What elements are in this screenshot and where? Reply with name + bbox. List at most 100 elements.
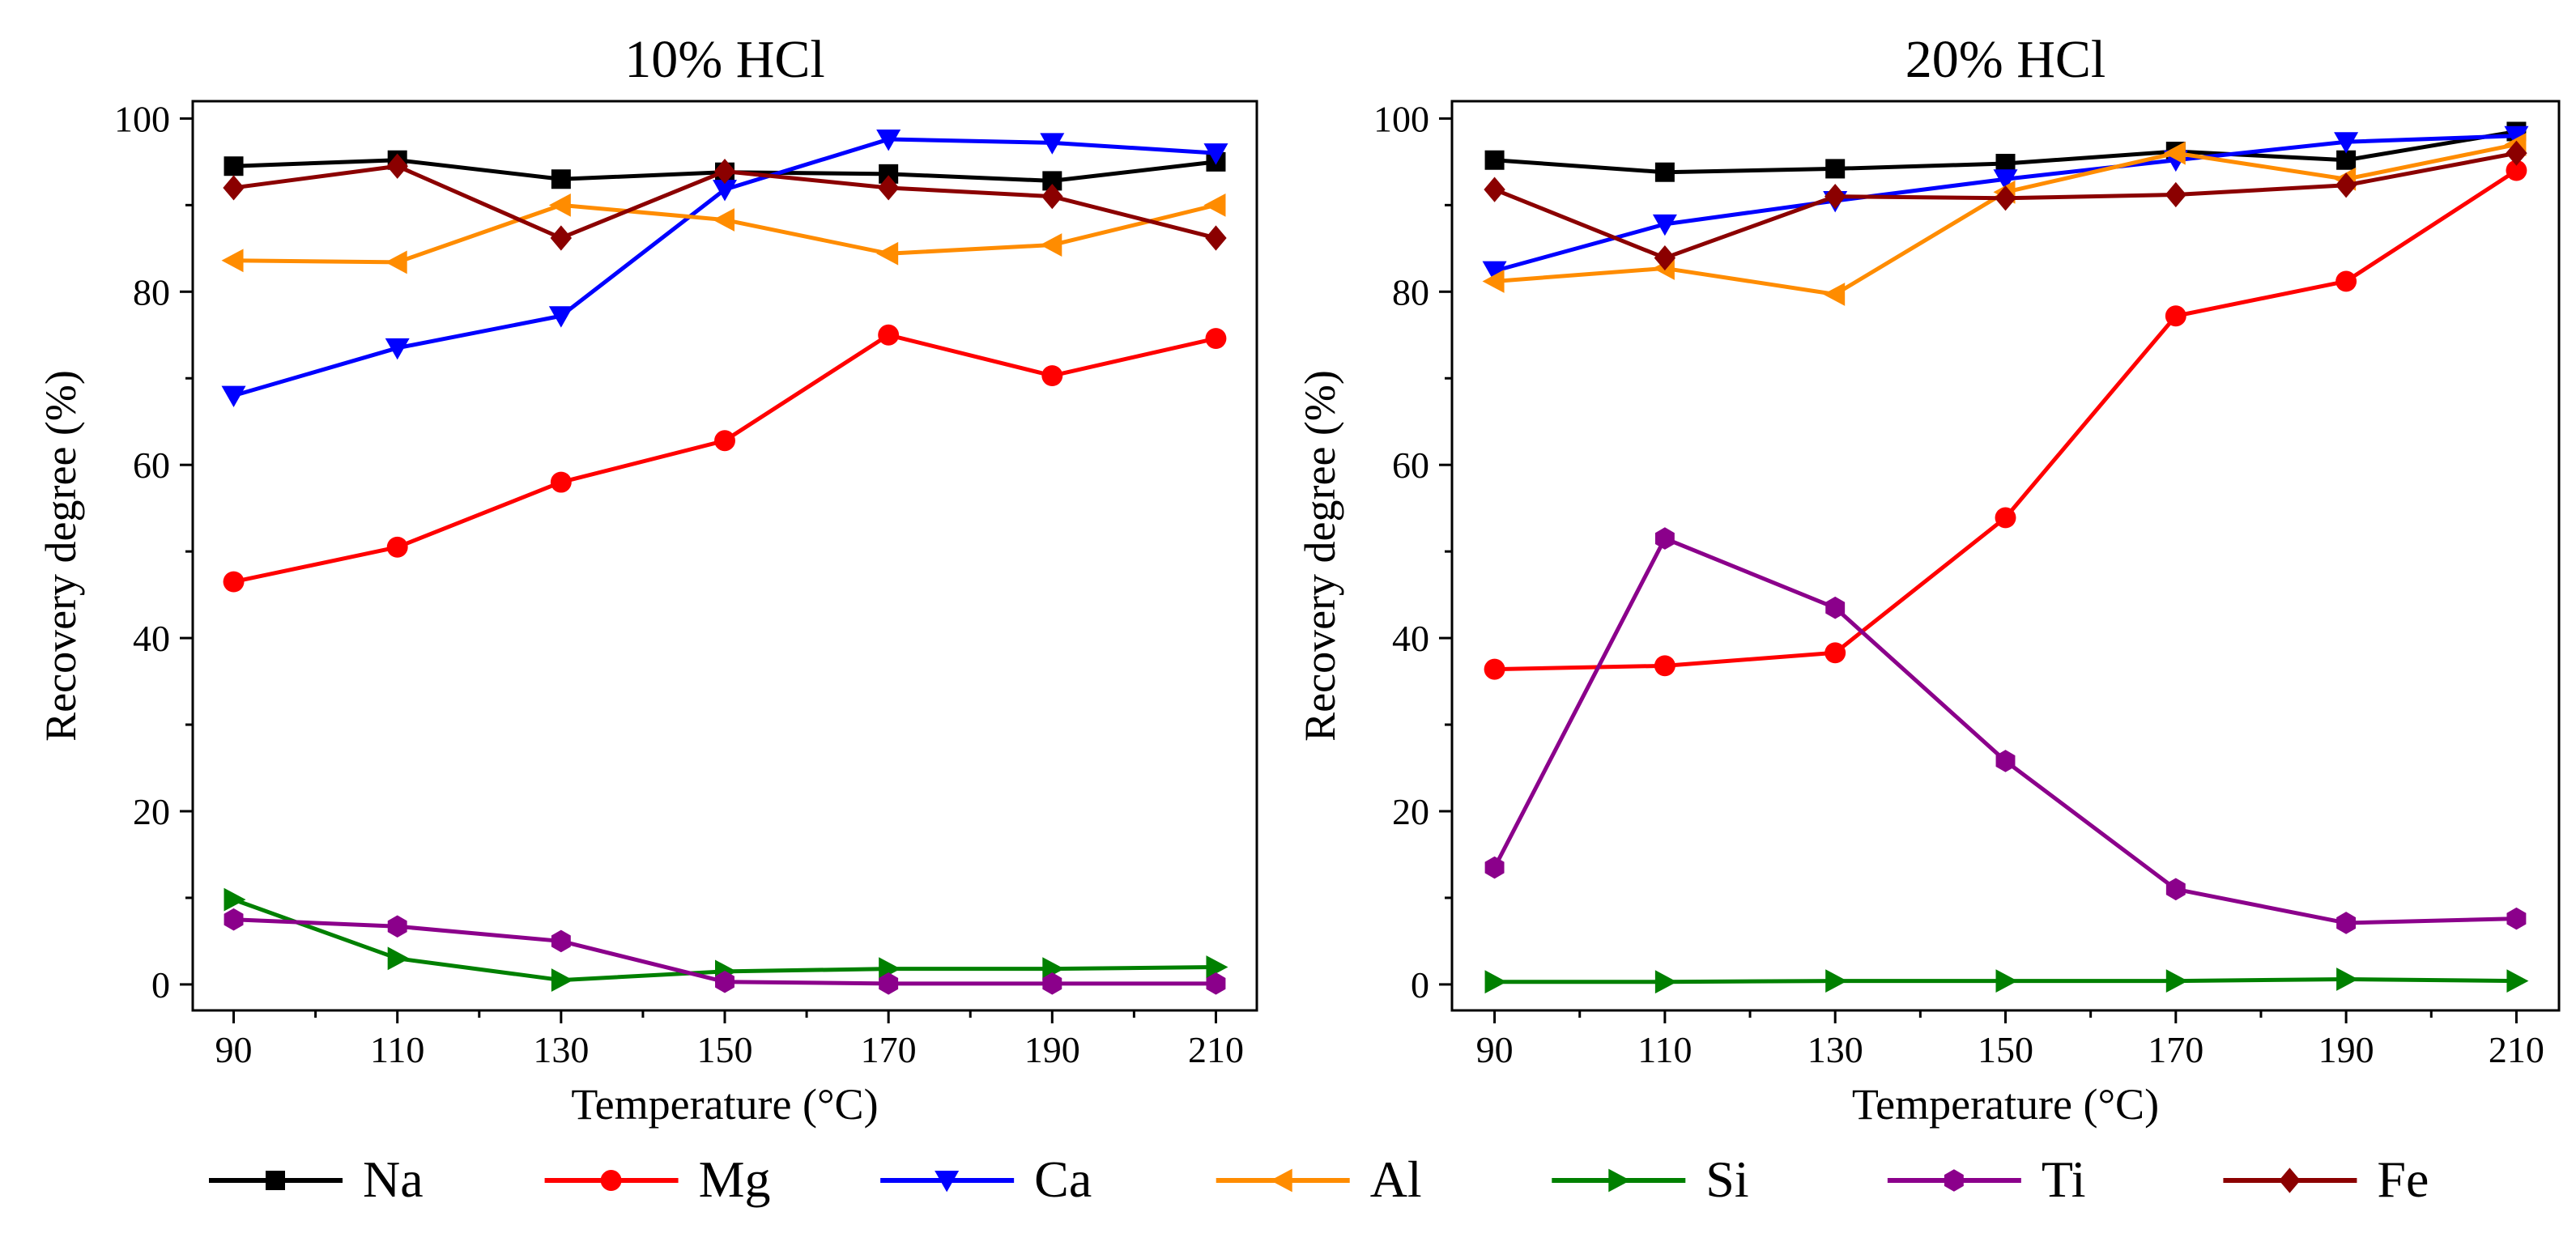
legend-label-si: Si [1705,1150,1748,1208]
data-point-si [1995,969,2018,993]
data-point-si [551,968,573,992]
data-point-mg [386,536,408,558]
data-point-ti [1042,972,1062,995]
x-tick-label: 210 [2489,1029,2544,1070]
legend-label-na: Na [363,1150,424,1208]
data-point-ti [1206,972,1226,995]
data-point-mg [2335,270,2357,292]
series-si [1484,967,2529,994]
data-point-si [224,887,246,912]
chart-10pct-hcl: 10% HCl 90 110 130 150 170 190 210 0 20 40 60 80 100 T… [36,30,1258,1129]
legend-marker-fe [2279,1167,2301,1193]
data-point-ca [221,385,246,408]
series-ca [221,130,1228,408]
legend-label-fe: Fe [2377,1150,2429,1208]
data-point-al [1823,283,1846,306]
x-tick-label: 190 [1024,1029,1080,1070]
data-point-ti [2336,912,2357,934]
legend-label-al: Al [1370,1150,1422,1208]
x-tick-label: 190 [2318,1029,2374,1070]
y-tick-label: 80 [1392,271,1429,313]
series-line-mg [1494,168,2518,672]
x-tick-label: 130 [1807,1029,1863,1070]
y-axis-label: Recovery degree (%) [36,370,85,742]
data-point-ca [1040,133,1065,155]
x-axis-label: Temperature (°C) [1852,1080,2159,1129]
legend-label-mg: Mg [699,1150,771,1208]
data-point-si [1206,955,1228,979]
legend-item-al: Al [1216,1150,1422,1208]
data-point-na [1654,162,1675,182]
legend-marker-ca [935,1171,960,1193]
data-point-na [2336,150,2357,170]
x-tick-label: 130 [533,1029,589,1070]
y-tick-label: 60 [133,444,170,486]
x-tick-label: 150 [697,1029,753,1070]
y-tick-label: 100 [114,98,170,139]
data-point-fe [1824,184,1846,210]
legend-item-ca: Ca [880,1150,1092,1208]
data-point-si [1654,970,1677,994]
data-point-na [224,156,244,176]
data-point-fe [1484,176,1505,202]
data-point-ti [879,972,899,995]
data-point-fe [1995,185,2016,211]
chart-20pct-hcl: 20% HCl 90 110 130 150 170 190 210 0 20 40 60 80 100 T… [1296,30,2561,1129]
legend-marker-ti [1944,1169,1964,1192]
data-point-fe [877,175,900,201]
y-tick-label: 100 [1373,98,1429,139]
data-point-na [551,169,571,189]
data-point-ca [1482,261,1507,283]
data-point-ca [876,130,901,151]
data-point-al [1203,193,1226,217]
data-point-ti [2165,878,2186,901]
data-point-mg [714,430,735,452]
data-point-fe [2335,172,2357,198]
data-point-al [221,249,244,273]
y-tick-label: 80 [133,271,170,313]
data-point-ca [385,338,410,360]
data-point-ca [713,180,737,202]
data-point-ti [224,908,244,931]
data-point-ca [548,306,573,328]
data-point-fe [1205,225,1227,251]
data-point-ti [1995,750,2016,772]
y-tick-label: 20 [1392,791,1429,832]
data-point-fe [713,159,736,185]
data-point-al [385,250,407,274]
x-tick-label: 90 [215,1029,253,1070]
data-point-mg [878,324,900,346]
data-point-mg [1205,328,1227,350]
legend-item-si: Si [1552,1150,1749,1208]
data-point-si [387,946,410,971]
data-point-fe [1041,184,1063,210]
data-point-ti [1825,596,1846,619]
data-point-ti [715,970,734,993]
data-point-al [2163,141,2186,165]
series-line-ti [1492,536,2517,925]
x-tick-label: 210 [1188,1029,1244,1070]
data-point-ti [1654,527,1675,550]
legend-item-ti: Ti [1887,1150,2086,1208]
legend-item-na: Na [209,1150,424,1208]
series-ti [224,908,1226,995]
x-tick-label: 90 [1476,1029,1514,1070]
data-point-na [1484,150,1505,170]
legend-label-ti: Ti [2042,1150,2086,1208]
legend-label-ca: Ca [1034,1150,1092,1208]
data-point-ca [2504,125,2529,148]
data-point-ca [1203,143,1228,165]
y-axis-label: Recovery degree (%) [1296,370,1344,742]
chart-title: 10% HCl [624,30,825,89]
chart-title: 20% HCl [1905,30,2106,89]
data-point-na [1825,159,1846,179]
data-point-si [1484,970,1507,994]
data-point-si [2165,969,2188,993]
series-line-mg [233,333,1217,585]
x-tick-label: 110 [370,1029,424,1070]
legend-item-fe: Fe [2223,1150,2429,1208]
series-fe [1484,140,2527,271]
data-point-si [1042,957,1065,981]
data-point-si [2506,969,2529,993]
